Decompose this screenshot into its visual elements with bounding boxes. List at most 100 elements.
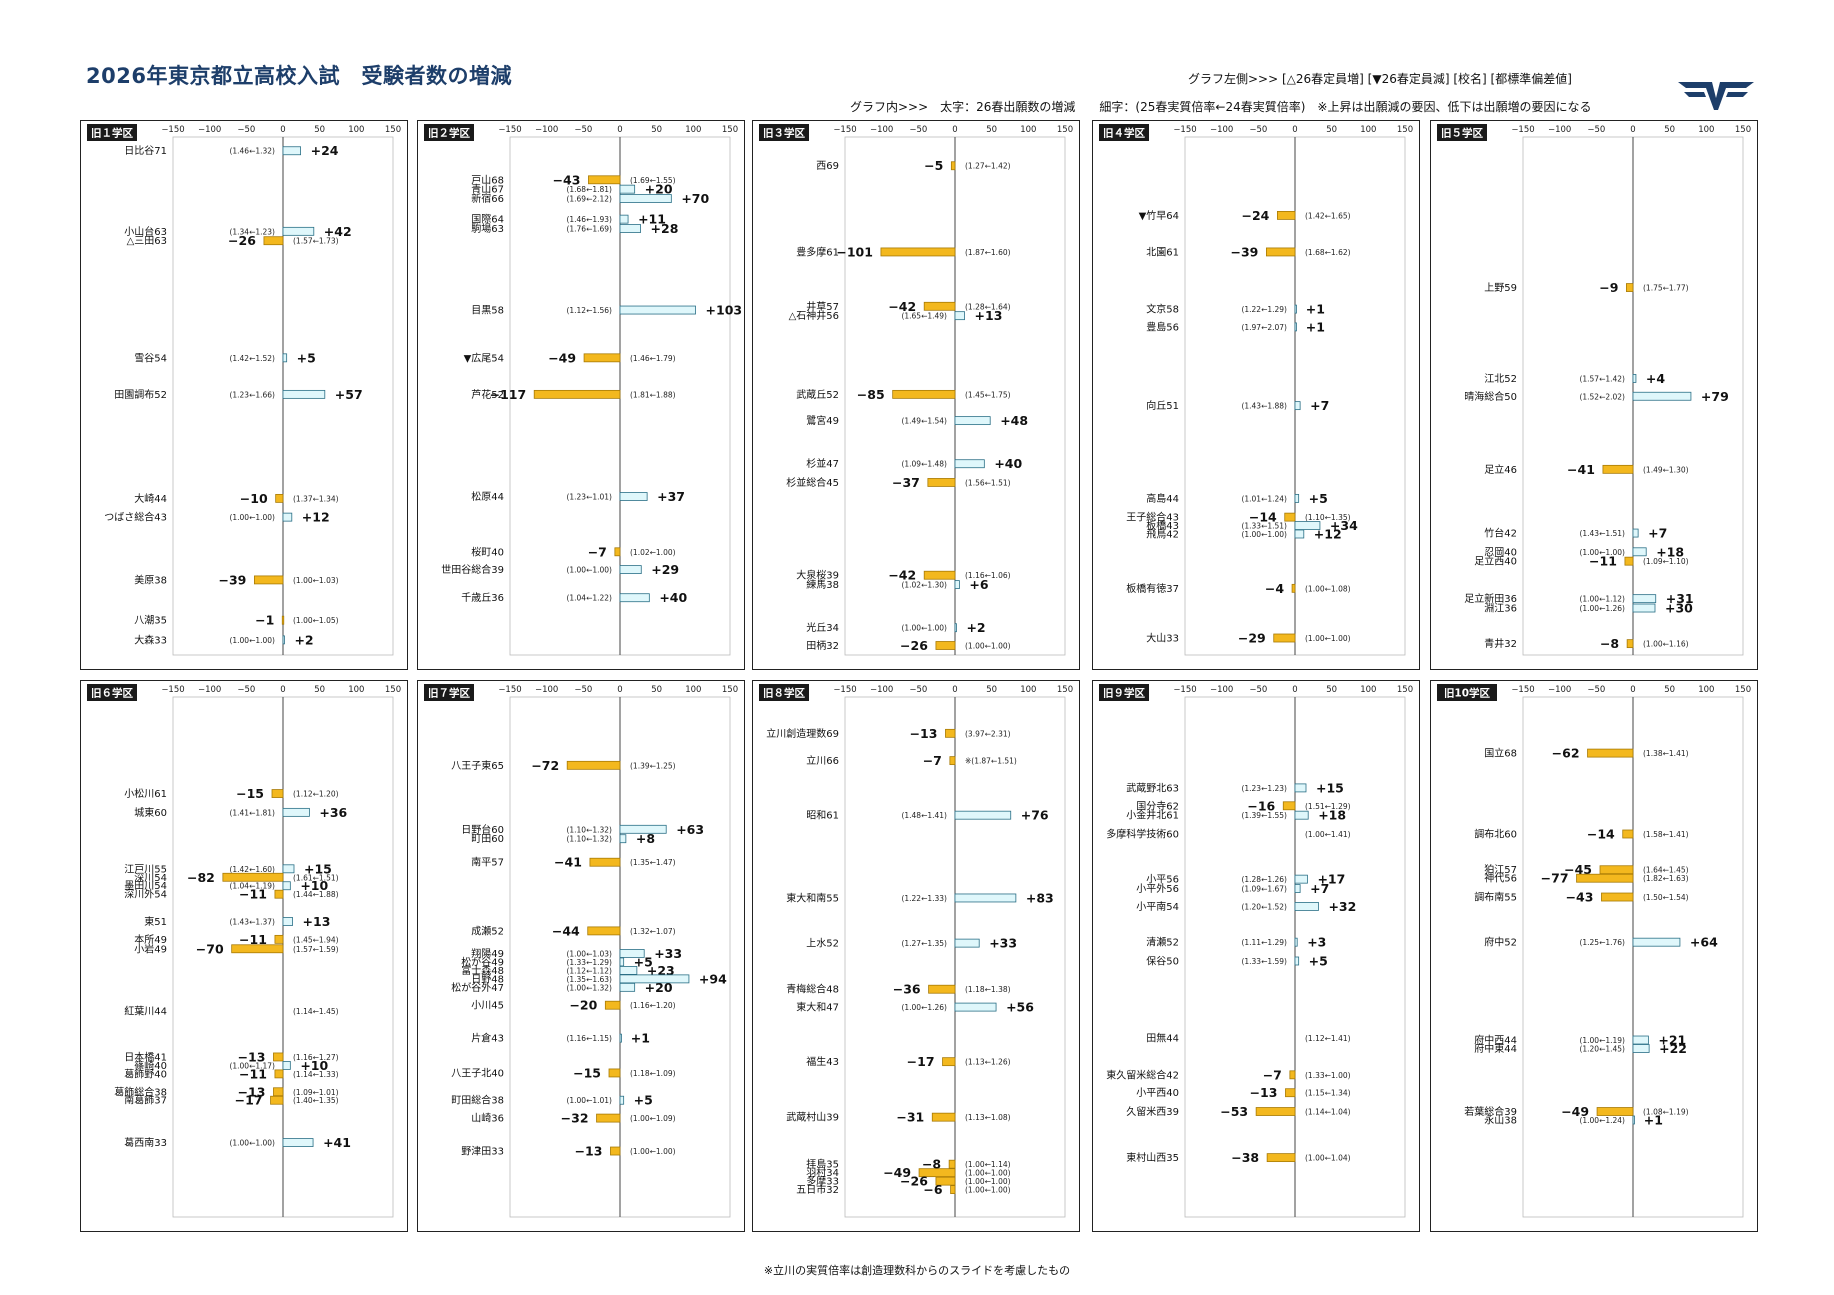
rate-label: (1.11←1.29) — [1241, 938, 1287, 947]
rate-label: (1.46←1.79) — [630, 354, 676, 363]
school-label: 飛鳥42 — [1146, 527, 1179, 540]
change-label: −6 — [923, 1182, 942, 1197]
rate-label: (1.16←1.06) — [965, 571, 1011, 580]
bar — [274, 934, 284, 944]
change-label: +2 — [294, 632, 313, 647]
bar — [610, 1146, 621, 1156]
school-label: 葛飾野40 — [124, 1067, 167, 1080]
rate-label: (1.16←1.20) — [630, 1001, 676, 1010]
school-label: 竹台42 — [1484, 527, 1517, 540]
change-label: −10 — [240, 491, 268, 506]
rate-label: (1.46←1.32) — [229, 147, 275, 156]
footnote: ※立川の実質倍率は創造理数科からのスライドを考慮したもの — [763, 1264, 1071, 1277]
bar — [928, 984, 956, 994]
bar — [1632, 594, 1657, 604]
rate-label: (1.00←1.19) — [1579, 1036, 1625, 1045]
x-tick-label: 50 — [1326, 125, 1337, 135]
x-tick-label: 150 — [1057, 685, 1073, 695]
bar — [1626, 639, 1634, 649]
change-label: +17 — [1317, 872, 1345, 887]
rate-label: (1.00←1.26) — [901, 1003, 947, 1012]
rate-label: (1.64←1.45) — [1643, 866, 1689, 875]
rate-label: (1.12←1.56) — [566, 306, 612, 315]
x-tick-label: −50 — [574, 685, 592, 695]
rate-label: (1.00←1.03) — [293, 576, 339, 585]
bar — [282, 881, 291, 891]
school-label: 南葛飾37 — [124, 1094, 167, 1107]
rate-label: (1.27←1.35) — [901, 939, 947, 948]
change-label: +1 — [1306, 302, 1325, 317]
change-label: −13 — [238, 1084, 266, 1099]
rate-label: (1.08←1.19) — [1643, 1108, 1689, 1117]
bar — [263, 236, 284, 246]
bar — [587, 926, 621, 936]
change-label: +1 — [1644, 1112, 1663, 1127]
x-tick-label: 100 — [685, 685, 701, 695]
bar — [619, 194, 672, 203]
school-label: △三田63 — [127, 236, 167, 247]
school-label: 立川創造理数69 — [766, 727, 839, 740]
bar — [1291, 583, 1296, 593]
bar — [949, 756, 956, 766]
x-tick-label: −50 — [237, 685, 255, 695]
change-label: +5 — [634, 954, 653, 969]
rate-label: (1.00←1.00) — [965, 1177, 1011, 1186]
rate-label: (1.45←1.75) — [965, 390, 1011, 399]
change-label: −14 — [1249, 510, 1277, 525]
change-label: +15 — [304, 861, 332, 876]
school-label: 墨田川54 — [124, 880, 167, 892]
bar — [1294, 810, 1309, 820]
change-label: −39 — [219, 572, 247, 587]
school-label: 小平南54 — [1136, 900, 1179, 913]
school-label: 深川外54 — [124, 889, 167, 901]
change-label: −43 — [1566, 890, 1594, 905]
bar — [583, 353, 621, 363]
school-label: 田柄32 — [806, 639, 839, 652]
rate-label: (1.14←1.04) — [1305, 1108, 1351, 1117]
change-label: −101 — [836, 244, 873, 259]
bar — [1624, 556, 1634, 566]
change-label: +5 — [297, 350, 316, 365]
school-label: つばさ総合43 — [104, 511, 167, 524]
change-label: −32 — [561, 1111, 589, 1126]
school-label: 松原44 — [471, 490, 504, 503]
rate-label: (1.61←1.51) — [293, 873, 339, 882]
bar — [954, 938, 980, 948]
school-label: 田無44 — [1146, 1032, 1179, 1045]
x-tick-label: 150 — [1397, 685, 1413, 695]
school-label: 向丘51 — [1146, 399, 1179, 412]
change-label: −11 — [239, 932, 267, 947]
change-label: +1 — [1306, 319, 1325, 334]
change-label: −5 — [924, 158, 943, 173]
district-panel: −150 −100 −50 0 50 100 150 旧７学区 八王子東65 −72 (1.39←1… — [417, 680, 745, 1232]
x-tick-label: −100 — [198, 125, 221, 135]
bar — [923, 570, 956, 580]
bar — [608, 1068, 621, 1078]
bar — [954, 311, 965, 321]
school-label: 杉並総合45 — [786, 476, 839, 489]
rate-label: (1.57←1.73) — [293, 237, 339, 246]
school-label: 片倉43 — [471, 1032, 504, 1045]
school-label: 狛江57 — [1484, 864, 1517, 876]
district-panel: −150 −100 −50 0 50 100 150 旧９学区 武蔵野北63 +15 (1.23←1… — [1092, 680, 1420, 1232]
school-label: 板橋43 — [1146, 519, 1179, 532]
change-label: +103 — [706, 303, 743, 318]
district-panel: −150 −100 −50 0 50 100 150 旧10学区 国立68 −62 (1.38←1.… — [1430, 680, 1758, 1232]
change-label: −9 — [1599, 280, 1618, 295]
chart-svg: −150 −100 −50 0 50 100 150 旧４学区 ▼竹早64 −24 (1.42←1.… — [1099, 124, 1413, 656]
x-tick-label: 100 — [348, 125, 364, 135]
bar — [1294, 401, 1301, 411]
school-label: 武蔵村山39 — [786, 1111, 839, 1124]
rate-label: (1.35←1.47) — [630, 858, 676, 867]
x-tick-label: −50 — [237, 125, 255, 135]
x-tick-label: 50 — [986, 125, 997, 135]
rate-label: (1.76←1.69) — [566, 225, 612, 234]
district-label: 旧７学区 — [428, 687, 470, 700]
x-tick-label: 50 — [1326, 685, 1337, 695]
x-tick-label: −100 — [535, 685, 558, 695]
rate-label: (1.12←1.12) — [566, 966, 612, 975]
rate-label: (1.00←1.12) — [1579, 595, 1625, 604]
bar — [1294, 884, 1301, 893]
